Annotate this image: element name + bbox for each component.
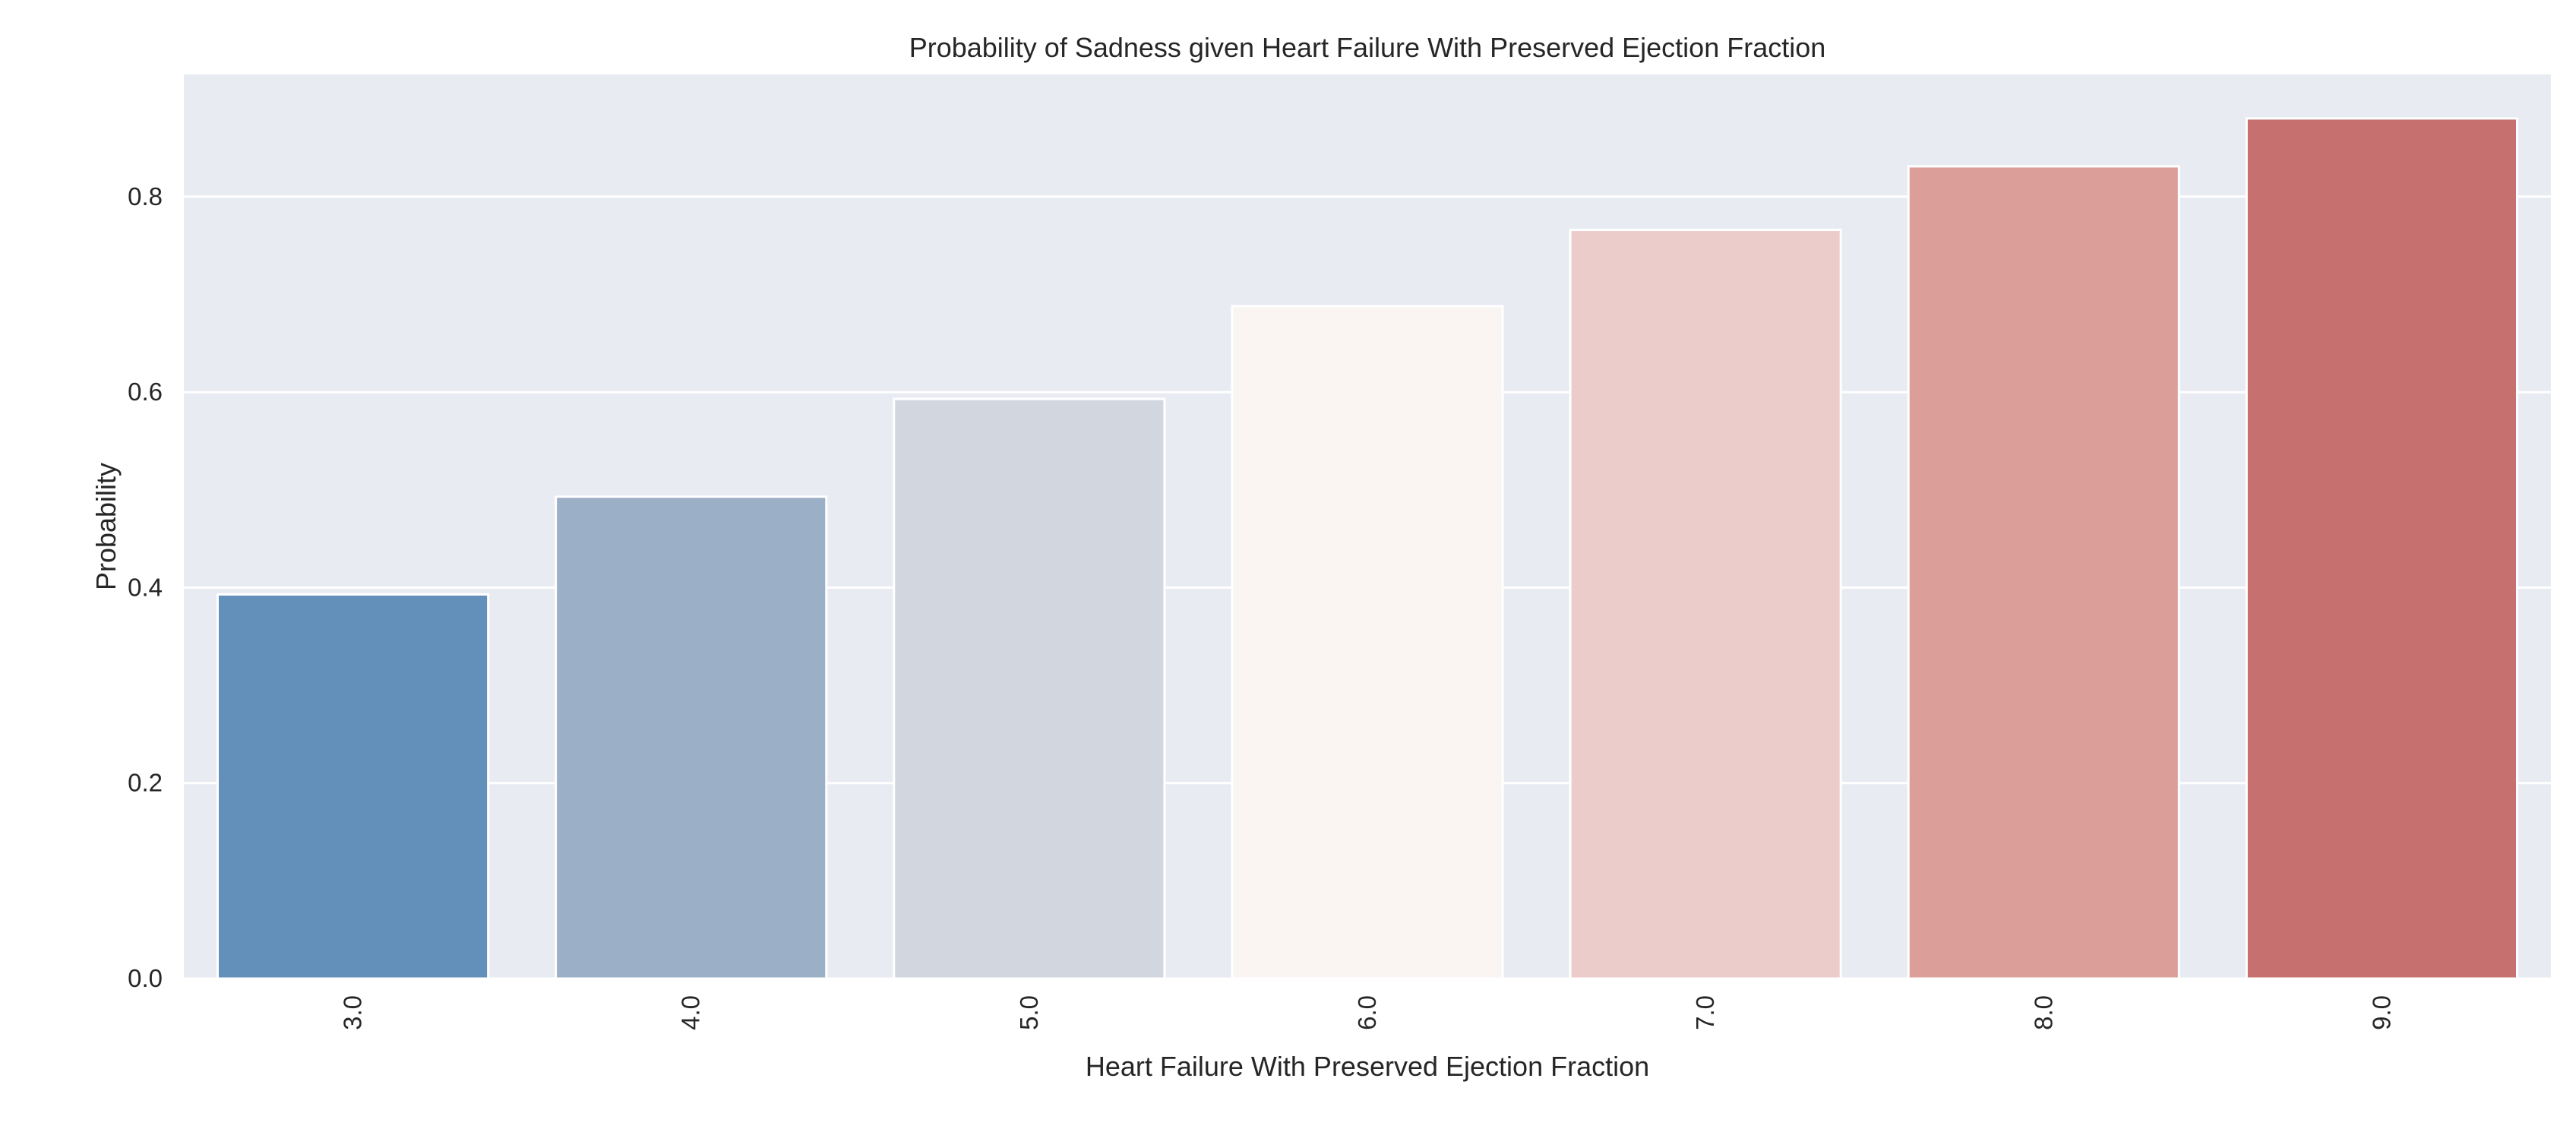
x-tick-label: 9.0 [2367,995,2395,1030]
y-tick-labels: 0.0 0.2 0.4 0.6 0.8 [128,182,163,992]
x-tick-label: 6.0 [1353,995,1381,1030]
y-tick-label: 0.8 [128,182,163,210]
y-tick-label: 0.2 [128,769,163,797]
bar-4.0 [555,495,828,980]
bar-6.0 [1231,305,1504,980]
bars [217,117,2518,980]
x-tick-label: 7.0 [1691,995,1719,1030]
bar-5.0 [893,397,1166,980]
x-tick-label: 5.0 [1015,995,1043,1030]
bar-3.0 [217,593,490,980]
bar-9.0 [2245,117,2518,980]
x-tick-label: 3.0 [339,995,367,1030]
y-axis-label: Probability [90,463,122,590]
x-tick-label: 8.0 [2029,995,2057,1030]
y-tick-label: 0.0 [128,964,163,992]
x-axis-label: Heart Failure With Preserved Ejection Fr… [1086,1051,1649,1082]
y-tick-label: 0.4 [128,573,163,601]
bar-8.0 [1907,165,2180,980]
bar-7.0 [1569,229,1842,980]
y-tick-label: 0.6 [128,378,163,406]
chart-title: Probability of Sadness given Heart Failu… [909,32,1826,63]
x-tick-labels: 3.0 4.0 5.0 6.0 7.0 8.0 9.0 [339,995,2396,1030]
x-tick-label: 4.0 [677,995,705,1030]
